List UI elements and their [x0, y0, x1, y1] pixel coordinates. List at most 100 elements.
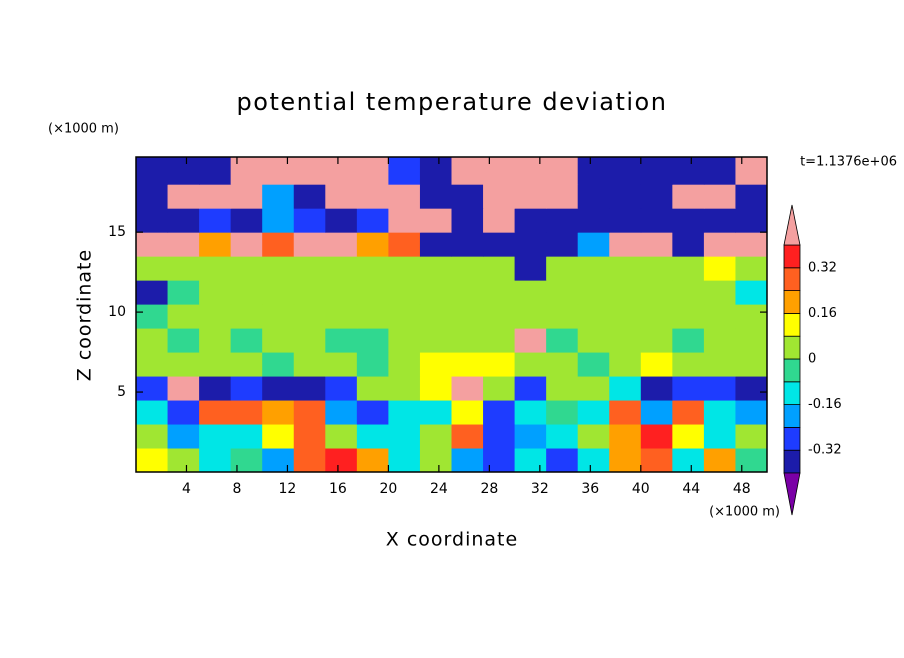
- contour-cell: [640, 157, 673, 185]
- contour-cell: [577, 448, 610, 473]
- contour-cell: [451, 304, 484, 329]
- contour-cell: [262, 280, 295, 305]
- colorbar-segment: [783, 244, 801, 269]
- contour-cell: [136, 352, 169, 377]
- contour-cell: [199, 232, 232, 257]
- contour-cell: [703, 376, 736, 401]
- contour-cell: [609, 280, 642, 305]
- contour-cell: [672, 184, 705, 209]
- contour-cell: [419, 448, 452, 473]
- contour-cell: [703, 328, 736, 353]
- colorbar-segment: [783, 404, 801, 428]
- contour-cell: [514, 304, 547, 329]
- contour-cell: [419, 328, 452, 353]
- contour-cell: [388, 256, 421, 281]
- contour-cell: [640, 448, 673, 473]
- contour-cell: [735, 328, 768, 353]
- contour-cell: [514, 280, 547, 305]
- contour-cell: [735, 280, 768, 305]
- chart-title: potential temperature deviation: [237, 88, 668, 116]
- contour-cell: [703, 424, 736, 449]
- contour-cell: [136, 400, 169, 425]
- contour-cell: [483, 280, 516, 305]
- contour-cell: [388, 280, 421, 305]
- contour-cell: [514, 352, 547, 377]
- x-tick-label: 8: [232, 481, 241, 497]
- contour-cell: [483, 184, 516, 209]
- contour-cell: [640, 400, 673, 425]
- contour-cell: [703, 352, 736, 377]
- contour-cell: [514, 256, 547, 281]
- contour-cell: [356, 208, 389, 233]
- x-tick-label: 44: [682, 481, 700, 497]
- contour-cell: [483, 232, 516, 257]
- contour-cell: [325, 376, 358, 401]
- contour-cell: [640, 424, 673, 449]
- contour-cell: [356, 280, 389, 305]
- contour-cell: [388, 424, 421, 449]
- colorbar-segment: [783, 358, 801, 383]
- contour-cell: [325, 232, 358, 257]
- contour-cell: [199, 157, 232, 185]
- contour-cell: [672, 208, 705, 233]
- contour-cell: [703, 280, 736, 305]
- contour-cell: [325, 208, 358, 233]
- contour-cell: [167, 448, 200, 473]
- contour-cell: [546, 400, 579, 425]
- contour-cell: [356, 424, 389, 449]
- contour-cell: [388, 232, 421, 257]
- contour-cell: [451, 256, 484, 281]
- contour-cell: [483, 256, 516, 281]
- colorbar-tick-label: -0.32: [808, 443, 842, 458]
- contour-cell: [325, 448, 358, 473]
- contour-cell: [577, 232, 610, 257]
- contour-cell: [546, 280, 579, 305]
- contour-cell: [262, 304, 295, 329]
- contour-cell: [325, 280, 358, 305]
- contour-cell: [640, 208, 673, 233]
- contour-cell: [735, 400, 768, 425]
- contour-cell: [262, 184, 295, 209]
- contour-cell: [577, 208, 610, 233]
- contour-cell: [514, 184, 547, 209]
- contour-cell: [546, 304, 579, 329]
- y-unit: (×1000 m): [48, 122, 119, 137]
- contour-cell: [451, 352, 484, 377]
- contour-cell: [230, 448, 263, 473]
- contour-cell: [356, 304, 389, 329]
- contour-cell: [640, 304, 673, 329]
- contour-cell: [451, 328, 484, 353]
- contour-field: [136, 157, 768, 473]
- contour-cell: [672, 400, 705, 425]
- contour-cell: [167, 424, 200, 449]
- contour-cell: [325, 184, 358, 209]
- contour-cell: [262, 424, 295, 449]
- contour-cell: [199, 304, 232, 329]
- contour-cell: [577, 400, 610, 425]
- contour-cell: [451, 400, 484, 425]
- contour-cell: [672, 376, 705, 401]
- contour-cell: [514, 157, 547, 185]
- x-unit: (×1000 m): [709, 505, 780, 520]
- colorbar-tick-label: 0: [808, 352, 816, 367]
- contour-cell: [262, 376, 295, 401]
- contour-cell: [199, 328, 232, 353]
- contour-cell: [293, 232, 326, 257]
- colorbar-segment: [783, 312, 801, 337]
- contour-cell: [262, 328, 295, 353]
- contour-cell: [483, 157, 516, 185]
- x-tick-label: 20: [379, 481, 397, 497]
- contour-cell: [167, 376, 200, 401]
- contour-cell: [388, 328, 421, 353]
- contour-cell: [514, 328, 547, 353]
- contour-cell: [735, 424, 768, 449]
- contour-cell: [262, 157, 295, 185]
- contour-cell: [293, 376, 326, 401]
- contour-cell: [546, 424, 579, 449]
- contour-cell: [199, 448, 232, 473]
- contour-cell: [230, 352, 263, 377]
- contour-cell: [672, 328, 705, 353]
- contour-cell: [293, 352, 326, 377]
- contour-cell: [419, 157, 452, 185]
